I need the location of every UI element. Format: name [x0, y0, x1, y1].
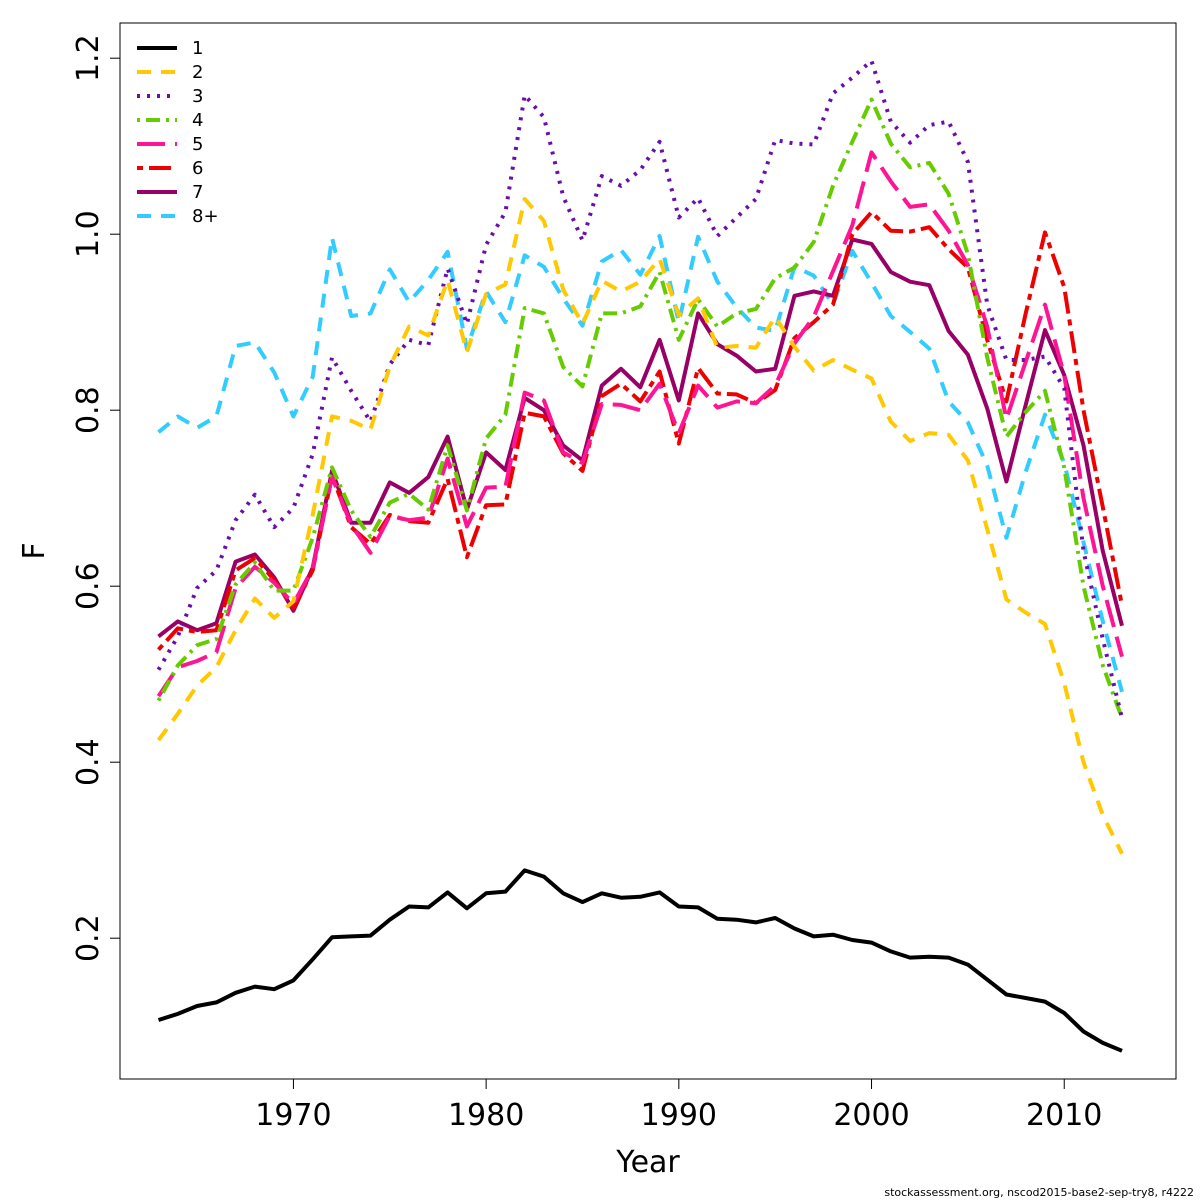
legend-label: 6 [192, 158, 203, 179]
series-layer [156, 58, 1124, 1053]
x-tick-label: 2010 [1026, 1098, 1102, 1133]
series-line-6 [157, 210, 1124, 651]
series-line-1 [157, 868, 1123, 1053]
legend-label: 4 [192, 110, 203, 131]
series-line-8plus [157, 234, 1124, 693]
y-tick-label: 0.2 [71, 914, 106, 962]
series-line-4 [156, 97, 1124, 719]
x-tick-label: 1980 [448, 1098, 524, 1133]
legend-label: 8+ [192, 206, 219, 227]
y-tick-label: 0.8 [71, 386, 106, 434]
legend-label: 1 [192, 38, 203, 59]
legend: 1 2 3 4 5 6 7 8+ [137, 38, 219, 227]
x-tick-label: 1970 [255, 1098, 331, 1133]
footer-text: stockassessment.org, nscod2015-base2-sep… [884, 1186, 1194, 1199]
y-tick-label: 1.0 [71, 210, 106, 258]
legend-label: 5 [192, 134, 203, 155]
x-tick-label: 2000 [833, 1098, 909, 1133]
plot-frame [119, 22, 1177, 1080]
series-line-5 [156, 150, 1124, 698]
x-axis-title: Year [615, 1145, 680, 1180]
legend-label: 3 [192, 86, 203, 107]
y-axis: 0.2 0.4 0.6 0.8 1.0 1.2 [71, 34, 121, 962]
y-tick-label: 0.6 [71, 562, 106, 610]
y-axis-title: F [17, 542, 52, 559]
series-line-2 [156, 197, 1124, 855]
legend-label: 7 [192, 182, 203, 203]
x-tick-label: 1990 [641, 1098, 717, 1133]
x-axis: 1970 1980 1990 2000 2010 [255, 1078, 1102, 1133]
series-line-3 [156, 58, 1124, 719]
legend-label: 2 [192, 62, 203, 83]
y-tick-label: 0.4 [71, 738, 106, 786]
y-tick-label: 1.2 [71, 34, 106, 82]
